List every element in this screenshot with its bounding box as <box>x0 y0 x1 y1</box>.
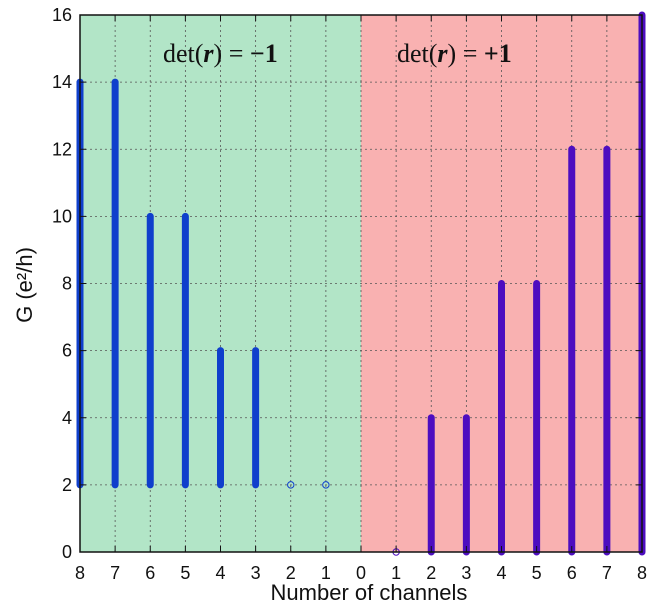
x-tick-label: 4 <box>496 563 506 583</box>
region-right-label-var: r <box>437 39 448 68</box>
x-tick-label: 3 <box>251 563 261 583</box>
x-tick-label: 2 <box>286 563 296 583</box>
x-tick-label: 5 <box>532 563 542 583</box>
region-right-label-suffix: ) = <box>448 39 484 68</box>
grid <box>80 15 642 552</box>
x-tick-label: 5 <box>180 563 190 583</box>
y-tick-label: 10 <box>52 206 72 226</box>
x-axis-label: Number of channels <box>271 580 468 605</box>
x-tick-label: 7 <box>602 563 612 583</box>
y-tick-label: 6 <box>62 341 72 361</box>
region-left-label-suffix: ) = <box>214 39 250 68</box>
axis-ticks <box>79 14 643 553</box>
x-tick-label: 1 <box>391 563 401 583</box>
x-tick-label: 3 <box>461 563 471 583</box>
x-tick-label: 6 <box>145 563 155 583</box>
y-tick-label: 0 <box>62 542 72 562</box>
x-tick-label: 6 <box>567 563 577 583</box>
y-tick-label: 8 <box>62 274 72 294</box>
point-marker <box>287 481 295 489</box>
region-left-label-var: r <box>203 39 214 68</box>
x-tick-label: 7 <box>110 563 120 583</box>
region-left-label-prefix: det( <box>163 39 203 68</box>
region-right-label-value: +1 <box>484 39 512 68</box>
y-tick-label: 2 <box>62 475 72 495</box>
x-tick-label: 8 <box>75 563 85 583</box>
x-tick-label: 4 <box>215 563 225 583</box>
x-tick-label: 8 <box>637 563 647 583</box>
region-left-label: det(r) = −1 <box>163 39 278 68</box>
y-tick-label: 14 <box>52 72 72 92</box>
x-tick-label: 0 <box>356 563 366 583</box>
y-tick-label: 12 <box>52 139 72 159</box>
y-axis-label: G (e²/h) <box>12 247 37 323</box>
region-right-label-prefix: det( <box>397 39 437 68</box>
y-tick-label: 4 <box>62 408 72 428</box>
x-tick-label: 1 <box>321 563 331 583</box>
region-left-label-value: −1 <box>250 39 278 68</box>
region-right-label: det(r) = +1 <box>397 39 512 68</box>
point-marker <box>322 481 330 489</box>
y-tick-label: 16 <box>52 5 72 25</box>
x-tick-label: 2 <box>426 563 436 583</box>
